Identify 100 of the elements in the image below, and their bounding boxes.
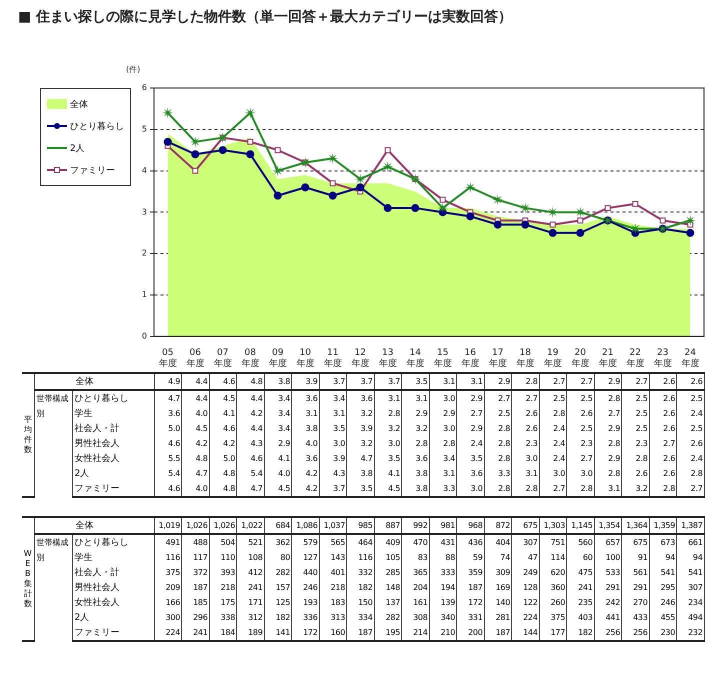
- data-label: 218: [319, 580, 346, 595]
- data-label: 4.6: [209, 373, 236, 390]
- data-label: 4.4: [182, 373, 209, 390]
- data-label: 2.4: [539, 451, 566, 466]
- data-label: 5.0: [154, 421, 182, 436]
- data-label: 673: [649, 534, 676, 550]
- data-label: 187: [456, 580, 484, 595]
- data-label: 3.4: [264, 390, 292, 406]
- y-tick-label: 2人: [72, 610, 154, 625]
- data-label: 105: [374, 550, 402, 565]
- data-label: 110: [209, 550, 236, 565]
- data-label: 2.8: [512, 481, 539, 497]
- data-label: 5.4: [154, 466, 182, 481]
- data-label: 210: [429, 625, 456, 641]
- data-label: 161: [402, 595, 429, 610]
- data-label: 116: [346, 550, 374, 565]
- data-label: 187: [346, 625, 374, 641]
- data-label: 3.2: [402, 421, 429, 436]
- data-label: 3.8: [402, 481, 429, 497]
- data-label: 3.5: [402, 373, 429, 390]
- data-label: 4.7: [182, 466, 209, 481]
- data-label: 182: [264, 610, 292, 625]
- data-label: 2.6: [512, 406, 539, 421]
- data-label: 470: [402, 534, 429, 550]
- x-tick-label: 15年度: [434, 348, 452, 369]
- data-label: 3.8: [292, 421, 319, 436]
- data-label: 241: [182, 625, 209, 641]
- data-label: 3.1: [429, 373, 456, 390]
- data-label: 214: [402, 625, 429, 641]
- data-label: 2.6: [649, 451, 676, 466]
- data-label: 3.5: [456, 451, 484, 466]
- data-label: 440: [292, 565, 319, 580]
- data-label: 232: [676, 625, 704, 641]
- data-label: 260: [539, 595, 566, 610]
- data-label: 291: [622, 580, 649, 595]
- data-label: 2.4: [676, 451, 704, 466]
- data-label: 404: [484, 534, 512, 550]
- data-label: 140: [484, 595, 512, 610]
- data-label: 2.5: [622, 390, 649, 406]
- x-tick-label: 07年度: [214, 348, 232, 369]
- data-label: 241: [566, 580, 594, 595]
- data-label: 3.3: [429, 481, 456, 497]
- data-label: 4.6: [236, 451, 264, 466]
- data-label: 4.9: [154, 373, 182, 390]
- data-label: 3.0: [429, 421, 456, 436]
- data-label: 189: [236, 625, 264, 641]
- x-tick-label: 17年度: [488, 348, 507, 369]
- data-label: 2.7: [566, 451, 594, 466]
- x-tick-label: 16年度: [461, 348, 480, 369]
- y-tick-label: 社会人・計: [72, 421, 154, 436]
- data-label: 4.5: [209, 390, 236, 406]
- data-label: 230: [649, 625, 676, 641]
- data-label: 2.4: [456, 436, 484, 451]
- data-label: 60: [566, 550, 594, 565]
- data-label: 3.6: [402, 451, 429, 466]
- data-label: 3.4: [319, 390, 346, 406]
- x-tick-label: 08年度: [241, 348, 260, 369]
- data-label: 4.2: [209, 436, 236, 451]
- data-label: 675: [512, 517, 539, 534]
- data-label: 2.9: [456, 390, 484, 406]
- data-label: 4.2: [236, 406, 264, 421]
- x-tick-label: 21年度: [598, 348, 617, 369]
- data-label: 3.0: [539, 466, 566, 481]
- data-label: 3.1: [374, 390, 402, 406]
- data-label: 4.1: [264, 451, 292, 466]
- data-label: 2.6: [649, 373, 676, 390]
- data-label: 751: [539, 534, 566, 550]
- data-label: 968: [456, 517, 484, 534]
- data-label: 1,019: [154, 517, 182, 534]
- data-label: 561: [622, 565, 649, 580]
- data-label: 108: [236, 550, 264, 565]
- data-label: 334: [346, 610, 374, 625]
- data-label: 332: [346, 565, 374, 580]
- data-label: 4.4: [236, 421, 264, 436]
- data-label: 182: [346, 580, 374, 595]
- x-tick-label: 06年度: [186, 348, 204, 369]
- x-tick-label: 22年度: [626, 348, 644, 369]
- data-label: 401: [319, 565, 346, 580]
- data-label: 4.3: [319, 466, 346, 481]
- data-label: 3.1: [292, 406, 319, 421]
- data-label: 684: [264, 517, 292, 534]
- data-label: 2.4: [539, 421, 566, 436]
- data-label: 375: [154, 565, 182, 580]
- data-label: 3.9: [292, 373, 319, 390]
- data-label: 3.4: [264, 406, 292, 421]
- data-label: 2.6: [649, 390, 676, 406]
- data-label: 3.2: [346, 406, 374, 421]
- data-label: 3.0: [512, 451, 539, 466]
- data-label: 3.8: [264, 373, 292, 390]
- data-label: 887: [374, 517, 402, 534]
- y-tick-label: 全体: [34, 373, 154, 390]
- data-label: 285: [374, 565, 402, 580]
- data-label: 2.8: [622, 451, 649, 466]
- data-label: 5.4: [236, 466, 264, 481]
- data-label: 338: [209, 610, 236, 625]
- x-tick-label: 19年度: [544, 348, 562, 369]
- y-tick-label: 学生: [72, 406, 154, 421]
- data-label: 475: [566, 565, 594, 580]
- y-tick-label: 4: [142, 166, 147, 175]
- data-label: 2.9: [456, 421, 484, 436]
